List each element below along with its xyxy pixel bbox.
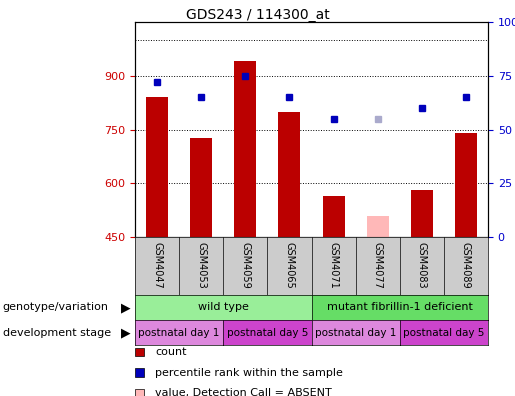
Text: value, Detection Call = ABSENT: value, Detection Call = ABSENT: [155, 388, 332, 396]
Bar: [190, 139, 212, 237]
Text: postnatal day 1: postnatal day 1: [315, 327, 397, 337]
Text: GSM4053: GSM4053: [196, 242, 206, 288]
Text: development stage: development stage: [3, 327, 111, 337]
Bar: [322, 196, 345, 237]
Text: count: count: [155, 347, 186, 357]
Text: GSM4083: GSM4083: [417, 242, 427, 288]
Text: GSM4065: GSM4065: [284, 242, 295, 288]
Text: GSM4077: GSM4077: [373, 242, 383, 289]
Bar: [411, 190, 433, 237]
Text: mutant fibrillin-1 deficient: mutant fibrillin-1 deficient: [327, 303, 473, 312]
Text: GSM4047: GSM4047: [152, 242, 162, 288]
Text: postnatal day 5: postnatal day 5: [403, 327, 485, 337]
Text: ▶: ▶: [121, 326, 131, 339]
Text: genotype/variation: genotype/variation: [3, 303, 109, 312]
Text: GSM4059: GSM4059: [241, 242, 250, 288]
Text: GSM4089: GSM4089: [461, 242, 471, 288]
Bar: [279, 112, 300, 237]
Bar: [146, 97, 168, 237]
Text: percentile rank within the sample: percentile rank within the sample: [155, 367, 343, 378]
Bar: [234, 61, 256, 237]
Text: ▶: ▶: [121, 301, 131, 314]
Text: postnatal day 1: postnatal day 1: [139, 327, 220, 337]
Text: wild type: wild type: [198, 303, 249, 312]
Bar: [367, 215, 389, 237]
Text: GDS243 / 114300_at: GDS243 / 114300_at: [185, 8, 330, 22]
Text: postnatal day 5: postnatal day 5: [227, 327, 308, 337]
Text: GSM4071: GSM4071: [329, 242, 338, 288]
Bar: [455, 133, 477, 237]
